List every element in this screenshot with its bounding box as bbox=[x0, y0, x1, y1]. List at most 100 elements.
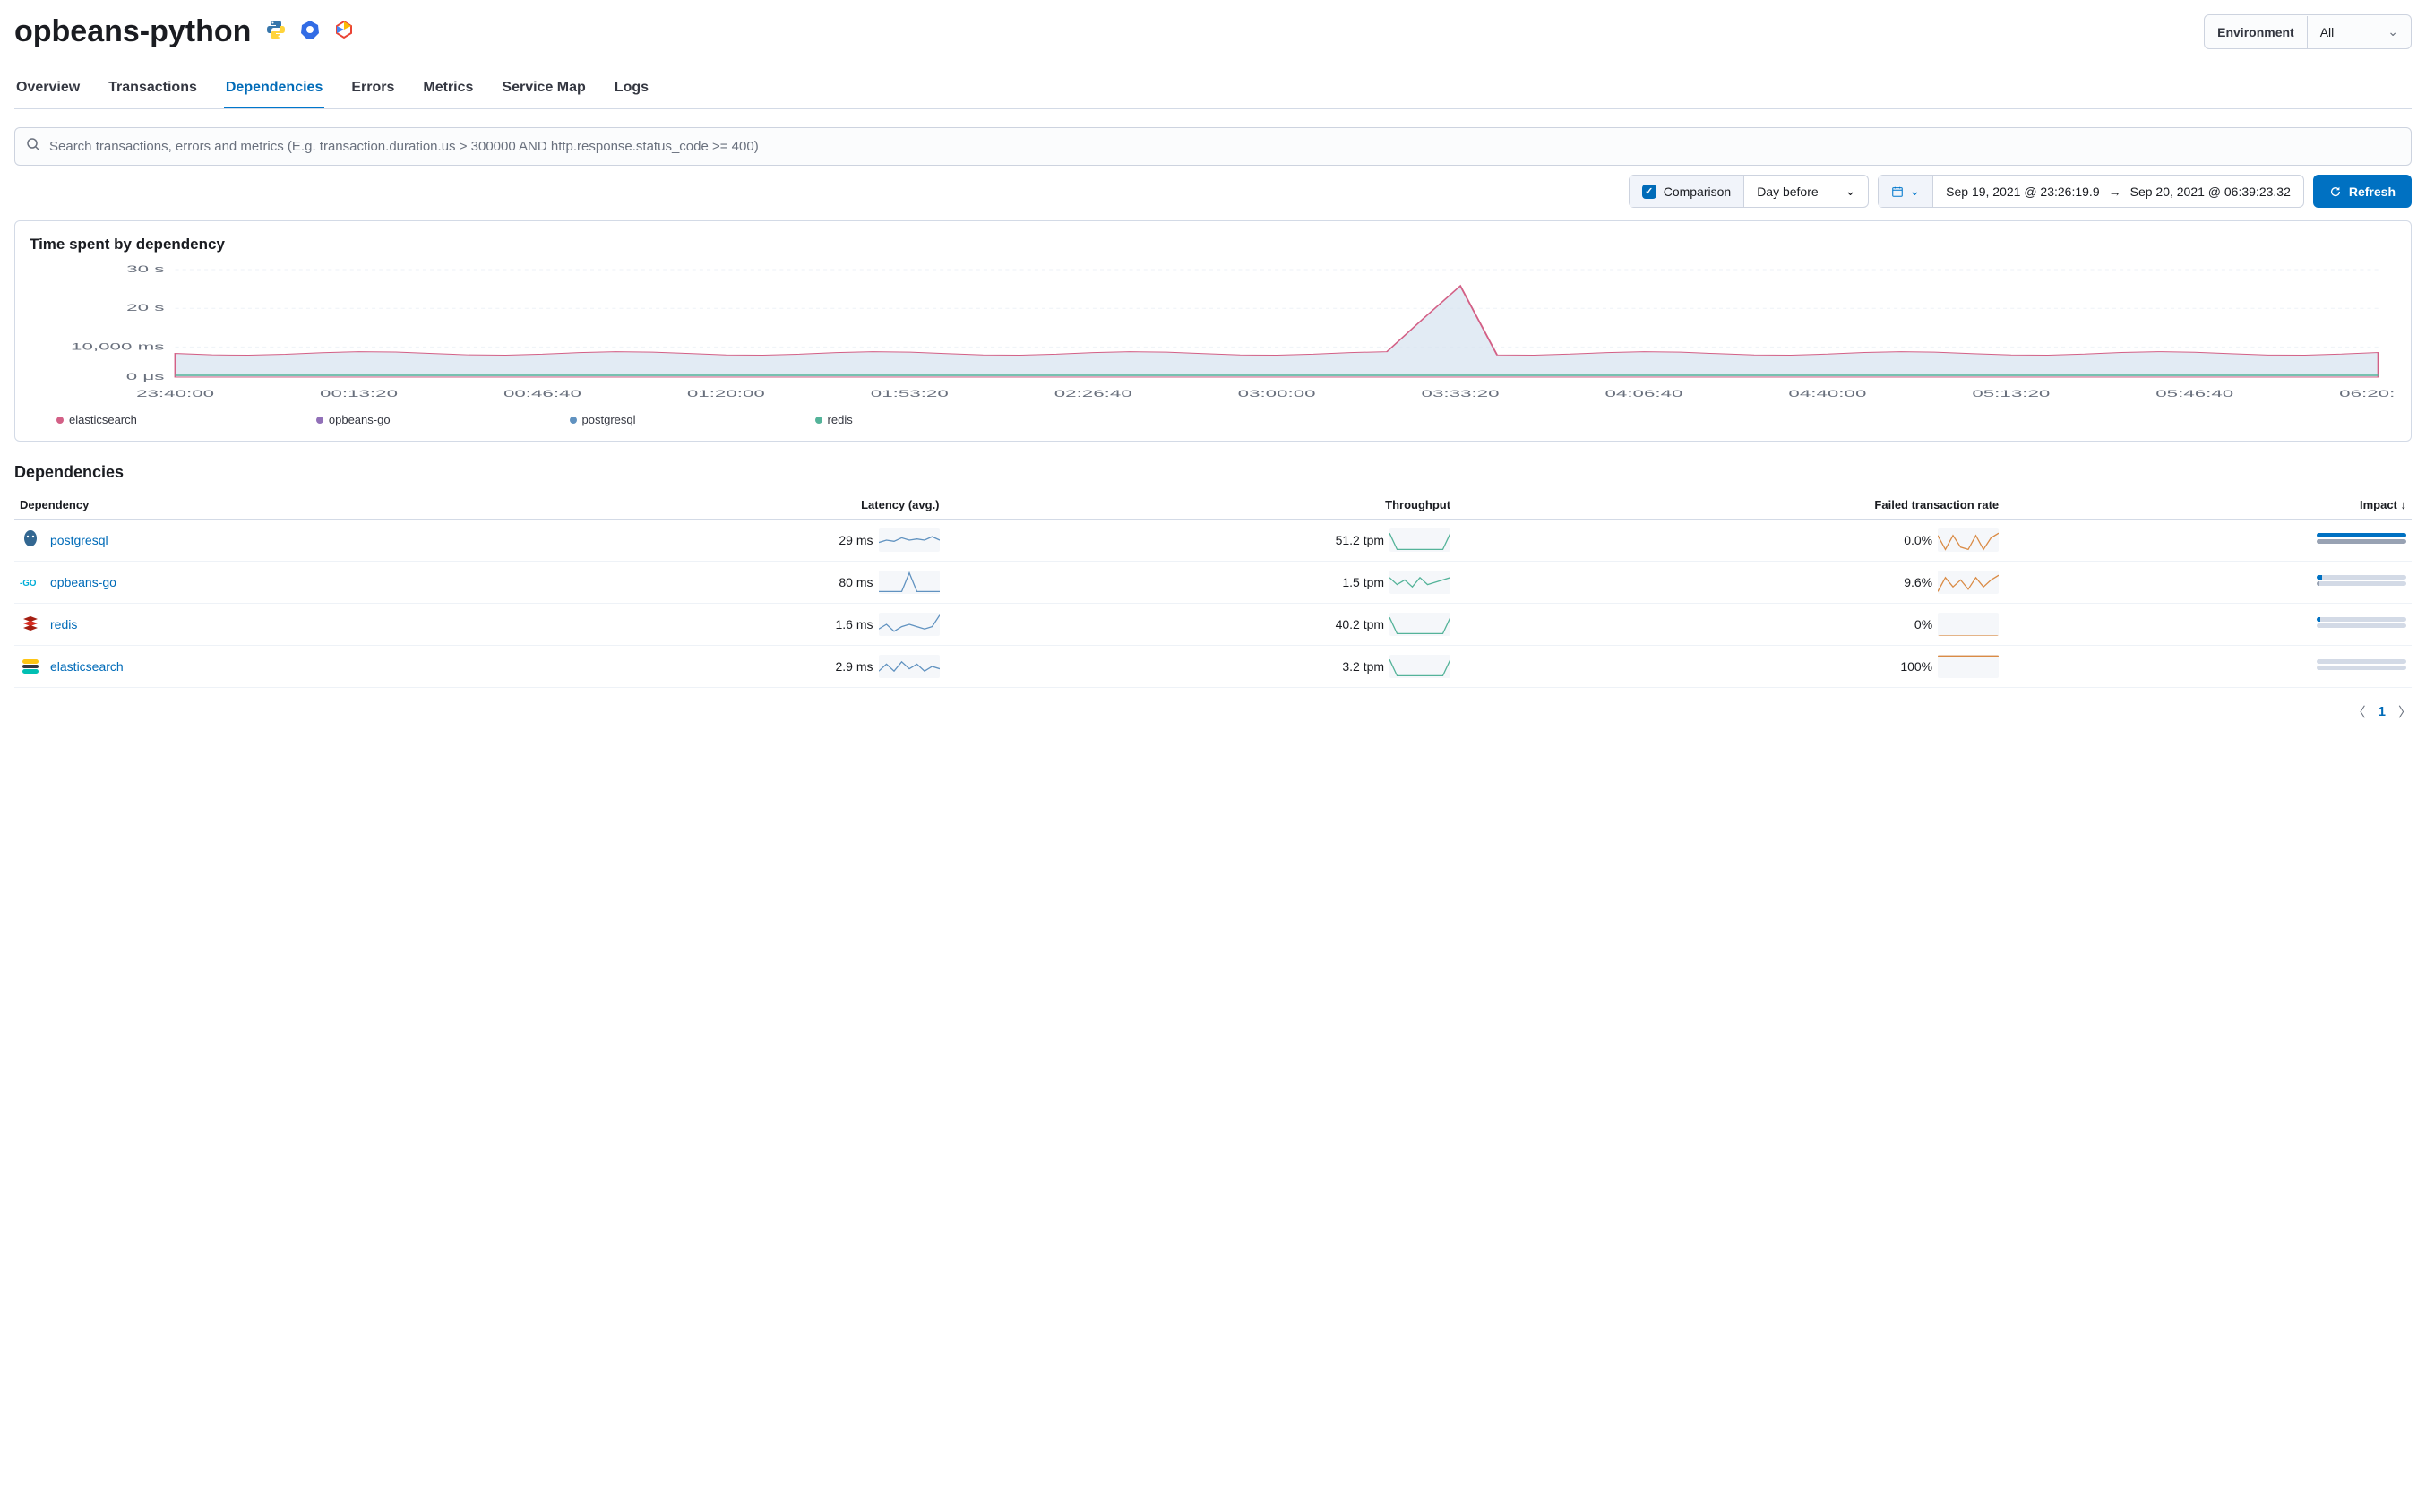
table-row: -GO opbeans-go 80 ms 1.5 tpm 9.6% bbox=[14, 562, 2412, 604]
chevron-down-icon: ⌄ bbox=[1845, 184, 1856, 199]
svg-text:01:20:00: 01:20:00 bbox=[687, 388, 765, 399]
svg-text:03:33:20: 03:33:20 bbox=[1422, 388, 1500, 399]
failed-value: 9.6% bbox=[1904, 575, 1932, 589]
legend-dot-icon bbox=[570, 417, 577, 424]
pagination: 〈 1 〉 bbox=[14, 702, 2412, 721]
legend-label: redis bbox=[828, 413, 853, 426]
tab-errors[interactable]: Errors bbox=[349, 71, 396, 108]
checkbox-checked-icon bbox=[1642, 185, 1656, 199]
comparison-range-select[interactable]: Day before ⌄ bbox=[1743, 176, 1868, 207]
arrow-right-icon: → bbox=[2109, 185, 2121, 199]
page-current[interactable]: 1 bbox=[2379, 704, 2386, 719]
svg-text:03:00:00: 03:00:00 bbox=[1238, 388, 1316, 399]
latency-value: 1.6 ms bbox=[836, 617, 873, 631]
tab-dependencies[interactable]: Dependencies bbox=[224, 71, 324, 108]
legend-item-elasticsearch[interactable]: elasticsearch bbox=[56, 413, 137, 426]
elasticsearch-icon bbox=[20, 656, 41, 677]
page-next[interactable]: 〉 bbox=[2398, 702, 2412, 721]
svg-text:23:40:00: 23:40:00 bbox=[136, 388, 214, 399]
chart-legend: elasticsearch opbeans-go postgresql redis bbox=[30, 413, 2396, 426]
kubernetes-icon bbox=[299, 19, 321, 45]
time-spent-panel: Time spent by dependency 0 μs10,000 ms20… bbox=[14, 220, 2412, 442]
postgresql-icon bbox=[20, 529, 41, 551]
svg-text:0 μs: 0 μs bbox=[126, 371, 165, 382]
svg-text:04:40:00: 04:40:00 bbox=[1788, 388, 1866, 399]
legend-label: opbeans-go bbox=[329, 413, 391, 426]
legend-dot-icon bbox=[316, 417, 323, 424]
legend-label: postgresql bbox=[582, 413, 636, 426]
comparison-label: Comparison bbox=[1664, 185, 1731, 199]
date-from: Sep 19, 2021 @ 23:26:19.9 bbox=[1946, 185, 2099, 199]
dependencies-section-title: Dependencies bbox=[14, 463, 2412, 482]
svg-text:05:46:40: 05:46:40 bbox=[2155, 388, 2233, 399]
dependency-link[interactable]: elasticsearch bbox=[50, 659, 124, 674]
chevron-down-icon: ⌄ bbox=[2387, 24, 2398, 39]
tab-metrics[interactable]: Metrics bbox=[421, 71, 475, 108]
column-header[interactable]: Impact ↓ bbox=[2004, 491, 2412, 520]
tab-transactions[interactable]: Transactions bbox=[107, 71, 199, 108]
dependency-link[interactable]: opbeans-go bbox=[50, 575, 116, 589]
dependency-link[interactable]: postgresql bbox=[50, 533, 108, 547]
svg-text:30 s: 30 s bbox=[126, 263, 164, 274]
time-spent-chart[interactable]: 0 μs10,000 ms20 s30 s23:40:0000:13:2000:… bbox=[30, 261, 2396, 404]
column-header[interactable]: Latency (avg.) bbox=[479, 491, 945, 520]
legend-item-postgresql[interactable]: postgresql bbox=[570, 413, 636, 426]
page-title: opbeans-python bbox=[14, 14, 251, 49]
legend-item-opbeans-go[interactable]: opbeans-go bbox=[316, 413, 391, 426]
failed-value: 0.0% bbox=[1904, 533, 1932, 547]
failed-value: 0% bbox=[1914, 617, 1932, 631]
chevron-down-icon: ⌄ bbox=[1909, 184, 1920, 199]
svg-text:20 s: 20 s bbox=[126, 302, 164, 313]
tab-overview[interactable]: Overview bbox=[14, 71, 82, 108]
date-picker-button[interactable]: ⌄ bbox=[1879, 176, 1932, 207]
tab-service-map[interactable]: Service Map bbox=[500, 71, 587, 108]
throughput-value: 1.5 tpm bbox=[1342, 575, 1384, 589]
dependencies-table: DependencyLatency (avg.)ThroughputFailed… bbox=[14, 491, 2412, 688]
refresh-label: Refresh bbox=[2349, 185, 2396, 199]
throughput-value: 40.2 tpm bbox=[1336, 617, 1384, 631]
column-header[interactable]: Failed transaction rate bbox=[1456, 491, 2004, 520]
gcp-icon bbox=[333, 19, 355, 45]
date-range-display[interactable]: Sep 19, 2021 @ 23:26:19.9 → Sep 20, 2021… bbox=[1932, 176, 2303, 207]
legend-label: elasticsearch bbox=[69, 413, 137, 426]
search-bar[interactable] bbox=[14, 127, 2412, 166]
latency-value: 80 ms bbox=[839, 575, 873, 589]
table-row: redis 1.6 ms 40.2 tpm 0% bbox=[14, 604, 2412, 646]
svg-text:02:26:40: 02:26:40 bbox=[1054, 388, 1132, 399]
svg-text:05:13:20: 05:13:20 bbox=[1972, 388, 2050, 399]
table-row: postgresql 29 ms 51.2 tpm 0.0% bbox=[14, 520, 2412, 562]
refresh-button[interactable]: Refresh bbox=[2313, 175, 2412, 208]
table-row: elasticsearch 2.9 ms3.2 tpm100% bbox=[14, 646, 2412, 688]
search-icon bbox=[26, 137, 40, 156]
legend-dot-icon bbox=[56, 417, 64, 424]
column-header[interactable]: Dependency bbox=[14, 491, 479, 520]
go-icon: -GO bbox=[20, 571, 41, 593]
legend-item-redis[interactable]: redis bbox=[815, 413, 853, 426]
column-header[interactable]: Throughput bbox=[945, 491, 1457, 520]
latency-value: 29 ms bbox=[839, 533, 873, 547]
svg-text:00:46:40: 00:46:40 bbox=[503, 388, 581, 399]
comparison-toggle[interactable]: Comparison bbox=[1630, 176, 1743, 207]
chart-title: Time spent by dependency bbox=[30, 236, 2396, 253]
redis-icon bbox=[20, 614, 41, 635]
svg-text:01:53:20: 01:53:20 bbox=[871, 388, 949, 399]
impact-bars bbox=[2317, 575, 2406, 588]
impact-bars bbox=[2317, 659, 2406, 672]
date-to: Sep 20, 2021 @ 06:39:23.32 bbox=[2130, 185, 2291, 199]
throughput-value: 3.2 tpm bbox=[1342, 659, 1384, 674]
dependency-link[interactable]: redis bbox=[50, 617, 77, 631]
environment-selector[interactable]: Environment All ⌄ bbox=[2204, 14, 2412, 49]
python-icon bbox=[265, 19, 287, 45]
throughput-value: 51.2 tpm bbox=[1336, 533, 1384, 547]
latency-value: 2.9 ms bbox=[836, 659, 873, 674]
tab-logs[interactable]: Logs bbox=[613, 71, 650, 108]
tabs: Overview Transactions Dependencies Errors Me… bbox=[14, 71, 2412, 109]
impact-bars bbox=[2317, 617, 2406, 630]
svg-text:06:20:00: 06:20:00 bbox=[2339, 388, 2396, 399]
impact-bars bbox=[2317, 533, 2406, 546]
comparison-range-value: Day before bbox=[1757, 185, 1818, 199]
svg-text:-GO: -GO bbox=[20, 579, 37, 588]
search-input[interactable] bbox=[49, 139, 2400, 154]
svg-text:04:06:40: 04:06:40 bbox=[1604, 388, 1682, 399]
page-prev[interactable]: 〈 bbox=[2353, 702, 2366, 721]
